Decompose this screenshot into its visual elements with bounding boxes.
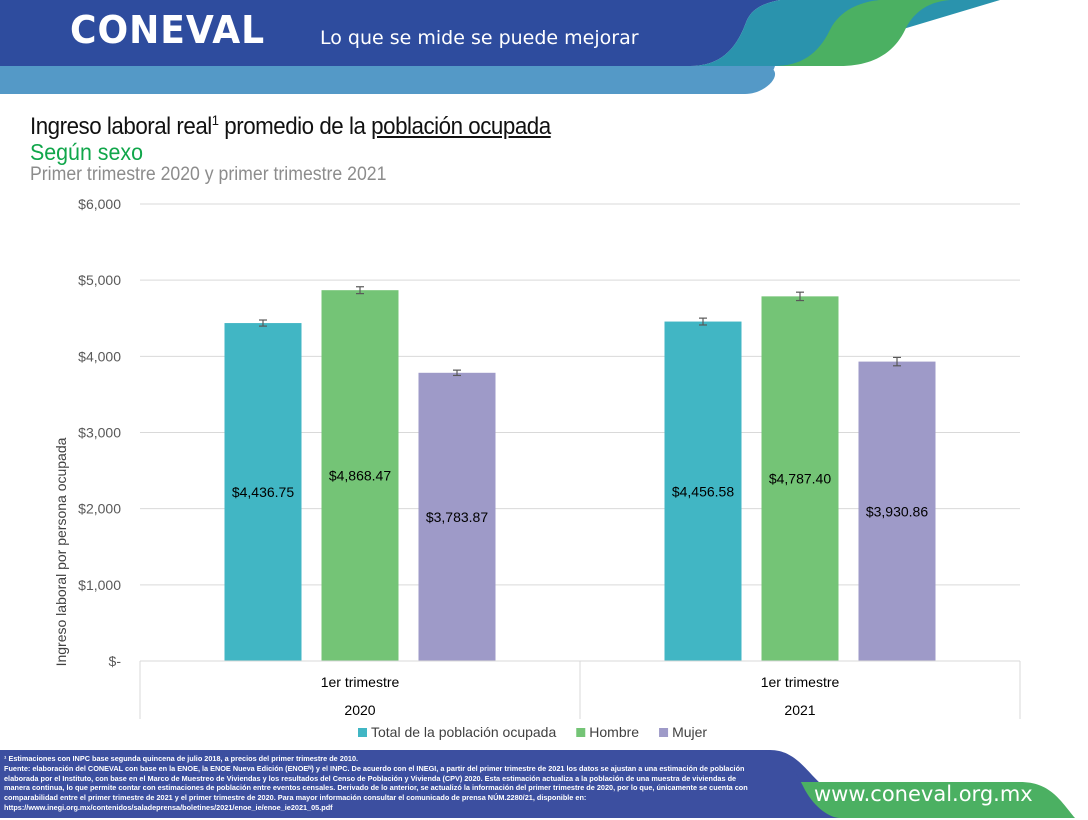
title-underlined: población ocupada: [371, 113, 551, 140]
x-axis: 1er trimestre 2020 1er trimestre 2021: [139, 660, 1021, 719]
data-label: $4,868.47: [329, 468, 391, 484]
legend-swatch: [659, 728, 669, 737]
error-bar: [356, 286, 364, 295]
y-tick-label: $4,000: [78, 348, 121, 364]
chart-subtitle: Según sexo: [30, 139, 143, 165]
coneval-logo: CONEVAL: [70, 8, 266, 52]
bar-chart: $- $1,000 $2,000 $3,000 $4,000 $5,000 $6,000 I…: [53, 196, 1021, 740]
footnote-line: ¹ Estimaciones con INPC base segunda qui…: [4, 754, 359, 763]
data-label: $4,456.58: [672, 483, 734, 499]
data-label: $3,783.87: [426, 509, 488, 525]
data-label: $3,930.86: [866, 503, 928, 519]
bar: [761, 296, 839, 661]
website-url[interactable]: www.coneval.org.mx: [814, 782, 1033, 806]
error-bar: [453, 369, 461, 377]
data-label: $4,787.40: [769, 471, 831, 487]
error-bar: [259, 319, 267, 327]
error-bar: [699, 317, 707, 326]
footnote-line: elaborada por el Instituto, con base en …: [4, 773, 737, 783]
bar: [321, 290, 399, 661]
legend-swatch: [358, 728, 367, 737]
footer-waves: [0, 750, 1075, 818]
legend-label: Hombre: [589, 724, 639, 740]
x-category-label: 1er trimestre: [761, 674, 840, 690]
legend-label: Total de la población ocupada: [371, 724, 556, 740]
footnote-link[interactable]: https://www.inegi.org.mx/contenidos/sala…: [4, 802, 333, 812]
x-category-year: 2020: [344, 702, 375, 718]
x-category-year: 2021: [784, 702, 815, 718]
y-axis-ticks: $- $1,000 $2,000 $3,000 $4,000 $5,000 $6,000: [78, 196, 121, 669]
y-tick-label: $-: [109, 653, 122, 669]
error-bar: [796, 291, 804, 302]
tagline: Lo que se mide se puede mejorar: [320, 27, 639, 49]
y-axis-title: Ingreso laboral por persona ocupada: [53, 437, 69, 666]
legend: Total de la población ocupada Hombre Mujer: [358, 724, 707, 740]
title-text: Ingreso laboral real: [30, 113, 212, 140]
y-tick-label: $5,000: [78, 272, 121, 288]
chart-period: Primer trimestre 2020 y primer trimestre…: [30, 164, 387, 185]
bars: $4,436.75 $4,868.47 $3,783.87 $4,456.58 $4,7…: [224, 286, 936, 661]
footer-banner: ¹ Estimaciones con INPC base segunda qui…: [0, 750, 1088, 820]
footnote-line: comparabilidad entre el primer trimestre…: [4, 793, 587, 803]
y-tick-label: $3,000: [78, 425, 121, 441]
footnote-line: Fuente: elaboración del CONEVAL con base…: [4, 763, 745, 773]
footnote-line: manera continua, lo que permite contar c…: [4, 783, 748, 793]
title-footnote-marker: 1: [211, 112, 219, 128]
header-banner: CONEVAL Lo que se mide se puede mejorar: [0, 0, 1088, 96]
chart-title: Ingreso laboral real1 promedio de la pob…: [30, 112, 551, 141]
bar: [664, 321, 742, 661]
y-tick-label: $1,000: [78, 577, 121, 593]
bar: [224, 323, 302, 661]
legend-label: Mujer: [672, 724, 707, 740]
x-category-label: 1er trimestre: [321, 674, 400, 690]
header-waves: [0, 0, 1000, 94]
bar: [418, 372, 496, 661]
data-label: $4,436.75: [232, 484, 294, 500]
title-text-middle: promedio de la: [218, 113, 372, 140]
y-tick-label: $6,000: [78, 196, 121, 212]
y-tick-label: $2,000: [78, 501, 121, 517]
legend-swatch: [576, 728, 586, 737]
footnotes: ¹ Estimaciones con INPC base segunda qui…: [4, 754, 794, 813]
error-bar: [893, 356, 901, 367]
bar: [858, 361, 936, 661]
